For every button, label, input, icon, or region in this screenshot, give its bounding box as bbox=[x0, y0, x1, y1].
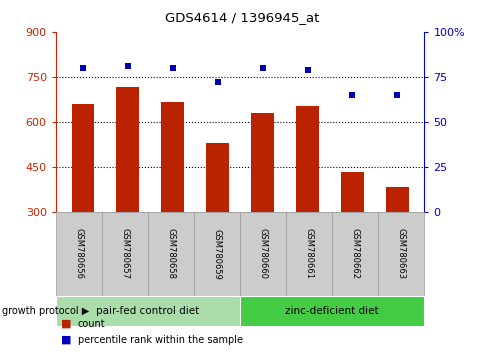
Text: growth protocol ▶: growth protocol ▶ bbox=[2, 306, 90, 316]
Text: GSM780662: GSM780662 bbox=[350, 228, 359, 280]
Bar bbox=[206, 143, 228, 212]
Text: count: count bbox=[77, 319, 105, 329]
Text: percentile rank within the sample: percentile rank within the sample bbox=[77, 335, 242, 345]
Text: GSM780658: GSM780658 bbox=[166, 228, 175, 280]
Text: GSM780656: GSM780656 bbox=[74, 228, 83, 280]
Text: GDS4614 / 1396945_at: GDS4614 / 1396945_at bbox=[165, 11, 319, 24]
Bar bbox=[341, 172, 363, 212]
Point bbox=[393, 92, 400, 98]
Point bbox=[348, 92, 356, 98]
Point bbox=[258, 65, 266, 71]
Bar bbox=[161, 102, 183, 212]
Point bbox=[79, 65, 87, 71]
Text: pair-fed control diet: pair-fed control diet bbox=[96, 306, 199, 316]
Text: GSM780657: GSM780657 bbox=[120, 228, 129, 280]
Text: ■: ■ bbox=[60, 335, 71, 345]
Point bbox=[168, 65, 176, 71]
Bar bbox=[296, 106, 318, 212]
Point bbox=[213, 80, 221, 85]
Text: GSM780660: GSM780660 bbox=[258, 228, 267, 280]
Point bbox=[303, 67, 311, 73]
Point bbox=[123, 63, 131, 69]
Bar bbox=[71, 104, 94, 212]
Bar bbox=[251, 113, 273, 212]
Text: ■: ■ bbox=[60, 319, 71, 329]
Text: GSM780663: GSM780663 bbox=[396, 228, 405, 280]
Text: GSM780661: GSM780661 bbox=[304, 228, 313, 280]
Bar bbox=[116, 87, 138, 212]
Bar bbox=[385, 187, 408, 212]
Text: zinc-deficient diet: zinc-deficient diet bbox=[285, 306, 378, 316]
Text: GSM780659: GSM780659 bbox=[212, 229, 221, 279]
